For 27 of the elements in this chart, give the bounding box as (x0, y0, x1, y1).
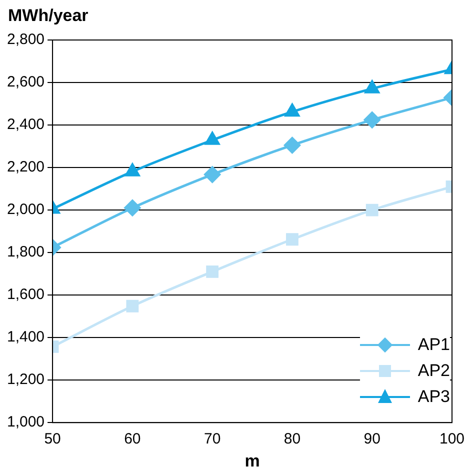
y-tick-label: 1,000 (6, 414, 45, 431)
point (284, 104, 300, 117)
y-tick-label: 2,600 (6, 74, 45, 91)
x-tick-label: 100 (439, 430, 465, 448)
point (204, 166, 221, 183)
legend-label: AP1 (418, 335, 450, 355)
y-tick-label: 1,600 (6, 286, 45, 304)
y-tick-label: 2,800 (6, 31, 45, 48)
x-axis-title: m (244, 451, 260, 470)
point (286, 233, 298, 246)
y-tick-label: 2,200 (6, 158, 45, 176)
y-tick-label: 1,800 (6, 244, 45, 261)
point (205, 132, 220, 145)
x-tick-label: 80 (284, 430, 301, 448)
y-tick-label: 2,000 (6, 201, 45, 218)
point (284, 136, 300, 154)
x-tick-label: 70 (204, 430, 221, 448)
legend-label: AP3 (418, 387, 450, 407)
legend-label: AP2 (418, 361, 450, 381)
y-tick-label: 1,400 (6, 328, 45, 346)
x-tick-label: 60 (124, 430, 141, 448)
y-axis-title: MWh/year (8, 6, 88, 26)
point (206, 265, 219, 278)
x-tick-label: 50 (44, 430, 61, 448)
y-tick-label: 1,200 (6, 371, 45, 388)
x-tick-label: 90 (364, 430, 380, 448)
y-tick-label: 2,400 (6, 116, 45, 134)
